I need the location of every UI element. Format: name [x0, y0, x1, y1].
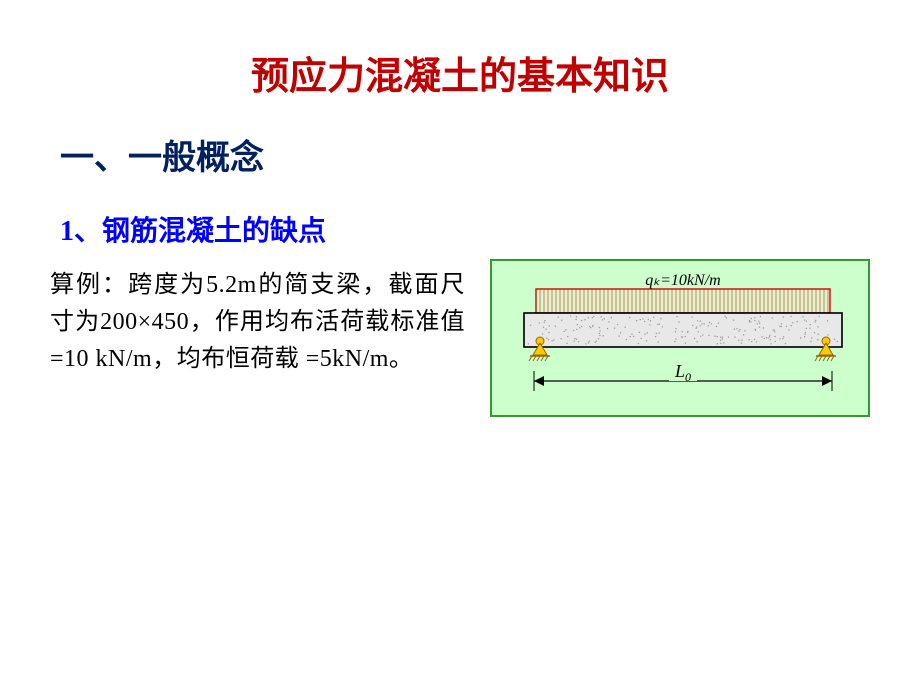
- sub-title: 1、钢筋混凝土的缺点: [60, 209, 870, 249]
- main-title: 预应力混凝土的基本知识: [50, 45, 870, 100]
- svg-text:qₖ=10kN/m: qₖ=10kN/m: [645, 272, 720, 289]
- beam-svg: qₖ=10kN/mL0: [506, 271, 856, 401]
- beam-diagram: qₖ=10kN/mL0: [490, 259, 870, 417]
- body-text: 算例：跨度为5.2m的简支梁，截面尺寸为200×450，作用均布活荷载标准值 =…: [50, 267, 465, 379]
- section-title: 一、一般概念: [60, 130, 870, 179]
